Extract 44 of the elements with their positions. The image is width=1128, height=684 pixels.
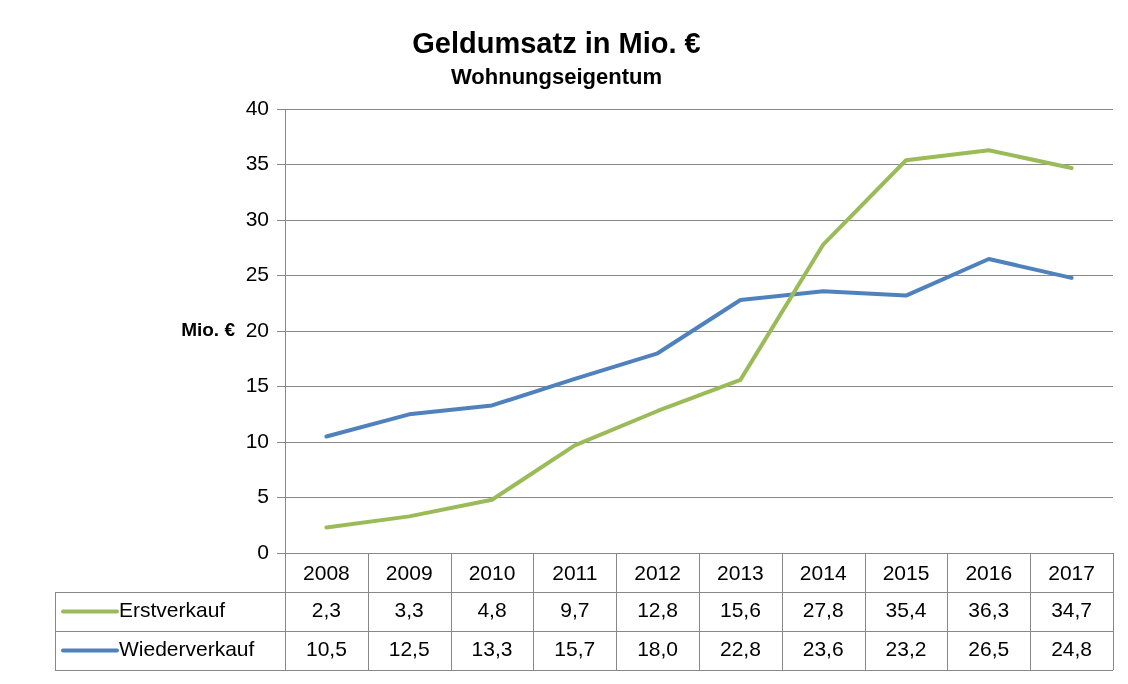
data-label: 13,3 [471, 637, 513, 661]
chart-title: Geldumsatz in Mio. € [412, 27, 701, 60]
x-tick-label: 2012 [634, 561, 681, 585]
legend-label: Wiederverkauf [119, 637, 255, 661]
data-label: 23,6 [802, 637, 844, 661]
legend-label: Erstverkauf [119, 598, 226, 622]
y-tick-label: 10 [245, 428, 269, 452]
x-tick-label: 2015 [882, 561, 930, 585]
x-tick-label: 2011 [552, 561, 598, 585]
x-tick-label: 2017 [1048, 561, 1095, 585]
y-tick-label: 0 [257, 539, 269, 563]
data-label: 15,7 [554, 637, 596, 661]
data-label: 3,3 [394, 598, 424, 622]
data-label: 15,6 [719, 598, 761, 622]
chart-subtitle: Wohnungseigentum [450, 64, 663, 90]
x-tick-label: 2013 [717, 561, 764, 585]
x-tick-label: 2016 [965, 561, 1013, 585]
data-label: 4,8 [477, 598, 507, 622]
data-label: 12,5 [388, 637, 430, 661]
data-label: 18,0 [637, 637, 679, 661]
y-axis-title: Mio. € [181, 319, 236, 341]
data-label: 2,3 [311, 598, 341, 622]
y-tick-label: 40 [245, 96, 269, 119]
y-tick-label: 15 [245, 373, 269, 397]
x-tick-label: 2014 [799, 561, 847, 585]
data-label: 9,7 [560, 598, 590, 622]
data-label: 10,5 [305, 637, 347, 661]
y-tick-label: 25 [245, 262, 269, 286]
data-label: 26,5 [968, 637, 1010, 661]
data-label: 35,4 [885, 598, 927, 622]
y-tick-label: 5 [257, 484, 269, 508]
y-tick-label: 30 [245, 206, 269, 230]
y-tick-label: 20 [245, 317, 269, 341]
data-label: 22,8 [719, 637, 761, 661]
x-tick-label: 2010 [468, 561, 516, 585]
data-label: 24,8 [1051, 637, 1093, 661]
y-tick-label: 35 [245, 151, 269, 175]
data-label: 36,3 [968, 598, 1010, 622]
data-label: 12,8 [637, 598, 679, 622]
x-tick-label: 2008 [303, 561, 350, 585]
data-label: 34,7 [1051, 598, 1093, 622]
data-label: 23,2 [885, 637, 927, 661]
x-tick-label: 2009 [385, 561, 433, 585]
data-label: 27,8 [802, 598, 844, 622]
